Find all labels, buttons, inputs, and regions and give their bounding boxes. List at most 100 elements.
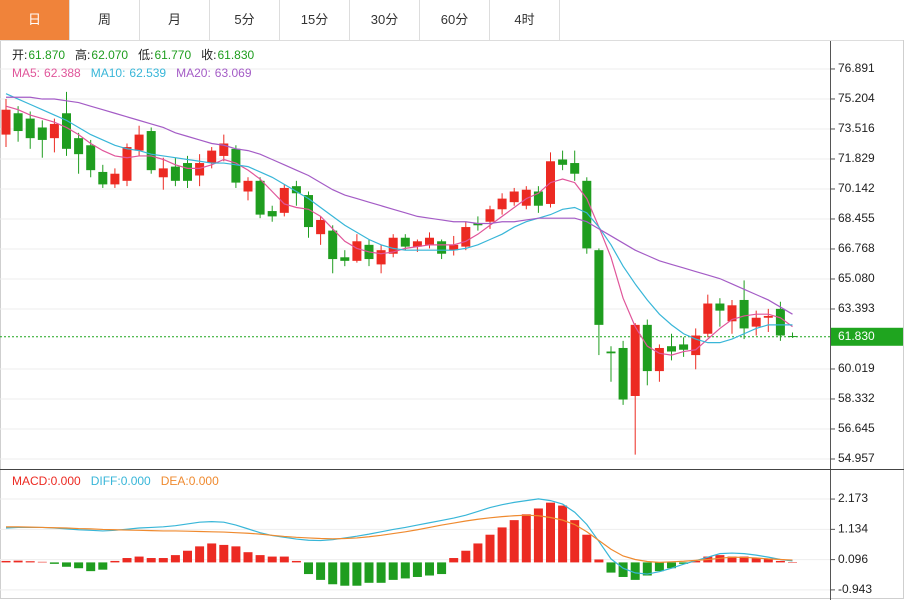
macd-bar [509,520,519,563]
candle-body [158,168,168,178]
macd-bar [618,562,628,577]
macd-line [6,514,793,564]
candle-body [788,336,797,338]
candle-body [98,171,108,185]
period-tab[interactable]: 30分 [350,0,420,40]
y-tick-label: 63.393 [838,301,875,315]
candle-body [146,131,156,171]
candle-body [231,148,241,183]
macd-bar [195,546,205,563]
candle-body [425,237,434,245]
macd-bar [630,562,640,580]
last-price-tag [831,327,903,346]
last-price-label: 61.830 [838,329,875,343]
candle-body [243,180,253,192]
macd-bar [231,546,241,563]
ma-line [6,96,793,315]
candle-body [412,241,422,247]
macd-bar [400,562,410,579]
candle-body [509,191,519,203]
macd-bar [170,555,180,563]
macd-bar [739,556,749,563]
macd-bar [219,544,229,563]
legend-name: DIFF: [90,474,121,488]
y-tick-label: -0.943 [838,582,872,596]
macd-bar [570,520,580,563]
candle-body [570,163,580,174]
candle-body [170,166,180,181]
ma-legend-item: MA20: 63.069 [176,66,251,80]
macd-bar [449,558,459,563]
period-tab[interactable]: 月 [140,0,210,40]
macd-bar [437,562,447,575]
info-value: 62.070 [91,48,129,62]
macd-bar [255,555,265,563]
candle-body [340,257,350,261]
info-value: 61.830 [217,48,255,62]
macd-bar [788,562,797,563]
candle-body [594,250,604,325]
candle-body [74,138,84,155]
candle-body [122,147,132,181]
period-tab[interactable]: 5分 [210,0,280,40]
macd-bar [546,502,555,563]
macd-bar [316,562,326,580]
info-label: 高: [75,48,91,62]
macd-bar [727,556,737,563]
macd-bar [1,560,11,563]
macd-bar [533,508,543,563]
macd-bar [207,543,217,563]
legend-name: MA10: [90,66,126,80]
candle-body [49,123,59,139]
macd-bar [49,562,59,564]
candle-body [437,241,447,254]
legend-value: 0.000 [188,474,219,488]
macd-bar [13,560,23,563]
candle-body [304,195,313,228]
candle-body [267,211,277,217]
period-tab[interactable]: 60分 [420,0,490,40]
macd-legend-item: DIFF:0.000 [91,474,151,488]
candle-body [400,237,410,247]
candle-body [183,163,192,181]
macd-bar [751,558,761,563]
legend-name: MACD: [12,474,51,488]
info-label: 开: [12,48,28,62]
y-tick-label: 73.516 [838,121,875,135]
candle-body [219,143,229,156]
macd-bar [340,562,350,586]
macd-bar [134,556,144,563]
y-tick-label: 70.142 [838,181,875,195]
candle-body [630,324,640,396]
candle-body [376,250,386,265]
period-tabs: 日周月 5分 15分 30分 60分 4时 [0,0,903,41]
candle-body [37,127,47,140]
ma-line [5,105,793,356]
legend-name: DEA: [160,474,189,488]
macd-line [5,498,793,575]
macd-bar [388,562,398,580]
period-tab[interactable]: 15分 [280,0,350,40]
macd-bar [122,558,132,563]
macd-bar [679,562,689,564]
candle-body [497,198,507,210]
period-tab[interactable]: 4时 [490,0,560,40]
legend-value: 0.000 [50,474,81,488]
macd-bar [158,558,168,563]
y-tick-label: 0.096 [838,552,868,566]
macd-bar [473,543,483,563]
candle-body [13,113,23,132]
period-tab[interactable]: 周 [70,0,140,40]
candle-body [667,346,676,352]
candle-body [352,241,362,261]
ma-line [5,93,793,344]
ohlc-info: 开:61.870 高:62.070 低:61.770 收:61.830 [12,46,254,63]
macd-bar [497,527,507,563]
info-item: 低:61.770 [138,46,191,63]
legend-value: 63.069 [214,66,252,80]
period-tab[interactable]: 日 [0,0,70,40]
candle-body [727,305,737,322]
macd-bar [376,562,386,583]
macd-legend-item: DEA:0.000 [161,474,219,488]
